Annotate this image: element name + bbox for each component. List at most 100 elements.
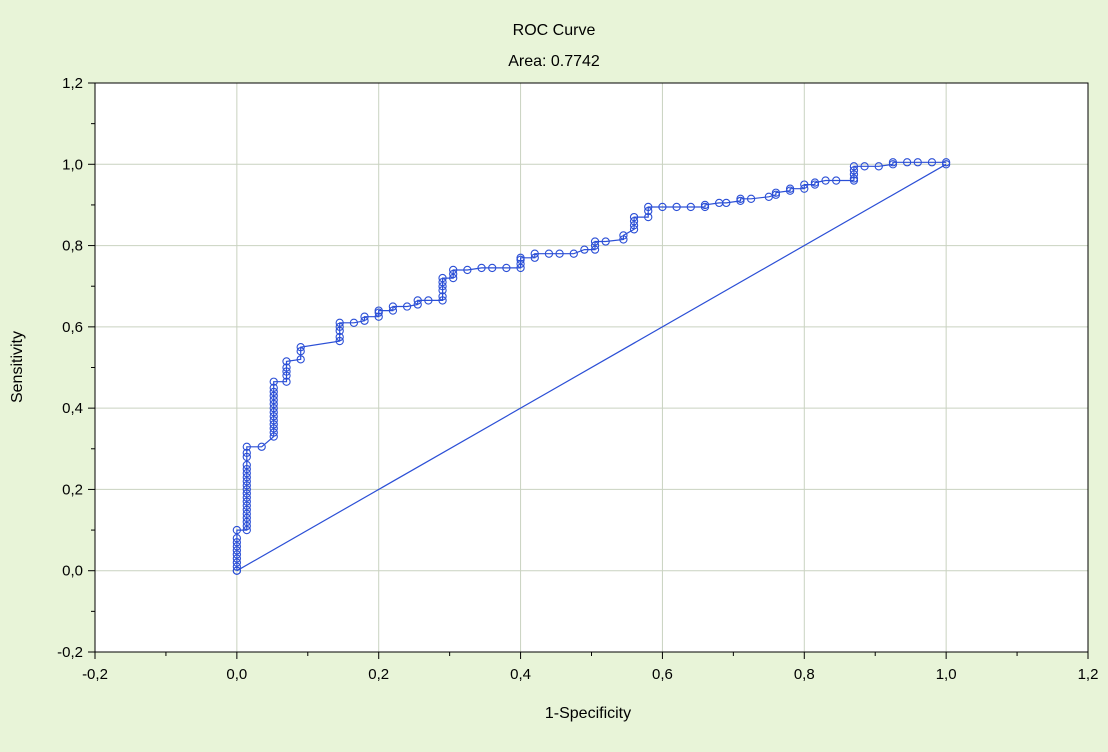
- chart-subtitle: Area: 0.7742: [508, 53, 600, 70]
- data-point: [242, 485, 251, 494]
- data-point: [242, 501, 251, 510]
- data-point: [832, 176, 841, 185]
- series-group: [232, 158, 951, 575]
- data-point: [335, 322, 344, 332]
- data-point: [232, 554, 242, 563]
- data-point: [849, 162, 859, 171]
- data-point: [413, 296, 422, 305]
- data-point: [388, 306, 398, 315]
- data-point: [282, 363, 291, 372]
- data-point: [242, 513, 251, 523]
- data-point: [360, 316, 369, 325]
- y-tick-label: 1,0: [62, 156, 83, 173]
- data-point: [888, 158, 898, 167]
- data-point: [269, 432, 278, 441]
- data-point: [242, 505, 251, 514]
- data-point: [530, 253, 539, 262]
- data-point: [438, 282, 447, 291]
- x-tick-label: 0,2: [368, 666, 389, 683]
- data-point: [335, 332, 344, 342]
- data-point: [232, 558, 242, 567]
- y-tick-label: 0,2: [62, 481, 83, 498]
- x-tick-label: 1,0: [936, 666, 957, 683]
- data-point: [821, 176, 830, 185]
- tick-labels: -0,2 0,0 0,2 0,4 0,6 0,8 1,0 1,2 -0,2 0,0 0,2 0,4 0,…: [57, 75, 1098, 683]
- data-point: [282, 371, 291, 380]
- data-point: [590, 241, 600, 250]
- x-tick-label: 0,0: [226, 666, 247, 683]
- data-point: [232, 566, 242, 575]
- data-point: [874, 162, 883, 171]
- data-point: [269, 428, 278, 437]
- data-point: [580, 245, 589, 254]
- data-point: [619, 235, 628, 244]
- data-point: [810, 178, 820, 187]
- data-point: [282, 377, 291, 386]
- data-point: [242, 521, 251, 531]
- data-point: [269, 383, 278, 392]
- data-point: [257, 442, 266, 451]
- data-point: [242, 509, 251, 518]
- data-point: [242, 497, 251, 506]
- x-tick-label: 0,6: [652, 666, 673, 683]
- data-point: [269, 377, 278, 386]
- data-point: [488, 263, 497, 273]
- data-point: [242, 452, 251, 462]
- roc-curve-series: [232, 158, 951, 575]
- data-point: [449, 265, 458, 275]
- data-point: [516, 263, 525, 273]
- data-point: [232, 538, 242, 547]
- data-point: [941, 160, 951, 169]
- data-point: [335, 326, 344, 336]
- data-point: [516, 259, 525, 269]
- data-point: [569, 249, 578, 258]
- data-point: [402, 302, 412, 311]
- data-point: [269, 424, 278, 433]
- data-point: [530, 249, 539, 258]
- data-point: [590, 237, 600, 246]
- data-point: [438, 296, 447, 305]
- data-point: [913, 158, 922, 167]
- data-point: [269, 395, 278, 405]
- data-point: [413, 300, 422, 309]
- data-point: [502, 263, 511, 273]
- data-point: [800, 180, 809, 189]
- data-point: [644, 212, 653, 222]
- data-point: [629, 212, 639, 222]
- data-point: [269, 399, 278, 409]
- data-point: [629, 225, 639, 234]
- data-point: [590, 245, 600, 254]
- data-point: [849, 174, 859, 183]
- data-point: [269, 416, 278, 425]
- x-tick-label: 0,4: [510, 666, 531, 683]
- data-point: [860, 162, 869, 171]
- data-point: [800, 184, 809, 193]
- data-point: [449, 273, 458, 283]
- data-point: [269, 391, 278, 401]
- data-point: [269, 403, 278, 413]
- data-point: [269, 420, 278, 429]
- data-point: [672, 202, 681, 212]
- data-point: [374, 312, 383, 321]
- data-point: [927, 158, 937, 167]
- data-point: [232, 546, 242, 555]
- data-point: [296, 347, 305, 356]
- y-tick-label: 1,2: [62, 75, 83, 92]
- data-point: [360, 312, 369, 321]
- data-point: [544, 249, 554, 258]
- data-point: [335, 336, 344, 346]
- data-point: [242, 448, 251, 457]
- x-tick-label: 1,2: [1078, 666, 1099, 683]
- data-point: [296, 355, 305, 364]
- data-point: [438, 286, 447, 295]
- data-point: [269, 408, 278, 417]
- data-point: [242, 489, 251, 498]
- data-point: [269, 412, 278, 421]
- data-point: [335, 318, 344, 327]
- series-line: [236, 163, 947, 572]
- data-point: [477, 263, 486, 273]
- data-point: [388, 302, 398, 311]
- data-point: [242, 464, 251, 474]
- data-point: [424, 296, 433, 305]
